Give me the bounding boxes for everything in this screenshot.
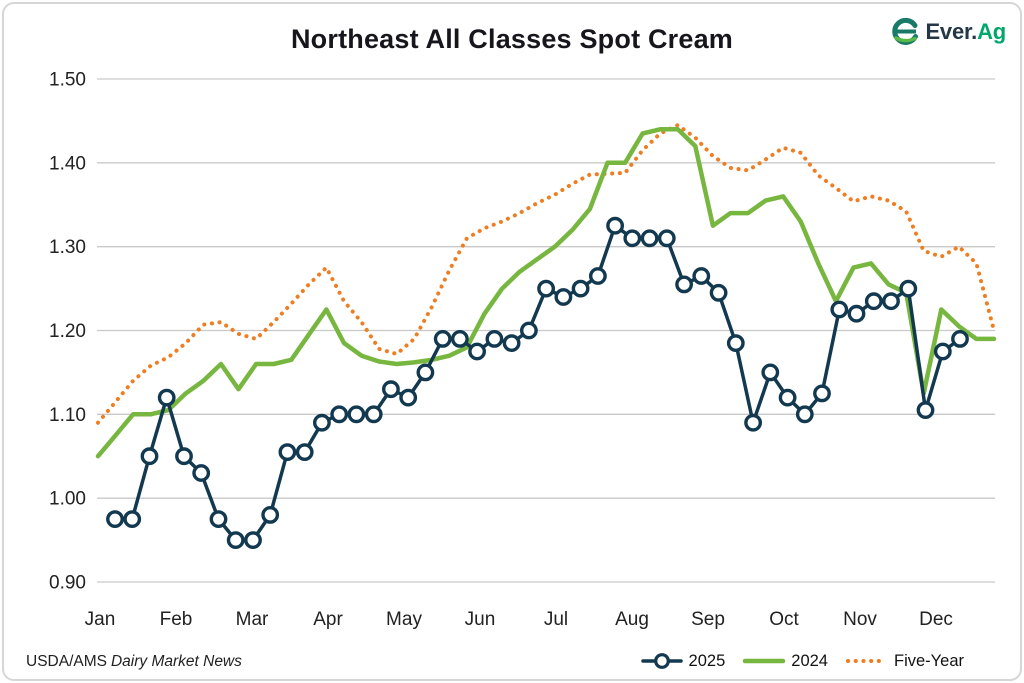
svg-text:Jun: Jun — [465, 609, 496, 630]
svg-text:Dec: Dec — [919, 609, 953, 630]
everag-logo-text: Ever.Ag — [925, 19, 1006, 45]
legend-item-five-year: Five-Year — [845, 651, 964, 671]
legend-item-2024: 2024 — [742, 651, 828, 671]
chart-title: Northeast All Classes Spot Cream — [290, 24, 734, 54]
svg-text:Mar: Mar — [236, 609, 269, 630]
source-note: USDA/AMS Dairy Market News — [26, 653, 242, 671]
svg-text:1.40: 1.40 — [49, 153, 86, 174]
svg-text:0.90: 0.90 — [49, 573, 86, 594]
logo-text-ever: Ever. — [925, 19, 978, 44]
logo-text-ag: Ag — [977, 19, 1006, 44]
everag-logo: Ever.Ag — [890, 17, 1006, 47]
everag-logo-mark — [892, 17, 919, 45]
svg-text:Feb: Feb — [160, 609, 193, 630]
svg-text:1.30: 1.30 — [49, 237, 86, 258]
svg-text:1.00: 1.00 — [49, 489, 86, 510]
svg-text:1.10: 1.10 — [49, 405, 86, 426]
svg-text:Aug: Aug — [615, 609, 649, 630]
legend-label-five-year: Five-Year — [893, 651, 964, 670]
svg-text:1.20: 1.20 — [49, 321, 86, 342]
svg-text:1.50: 1.50 — [49, 70, 86, 91]
legend-item-2025: 2025 — [640, 651, 726, 671]
svg-text:Jan: Jan — [85, 609, 116, 630]
svg-text:May: May — [386, 609, 422, 630]
chart-canvas: 1.50 1.40 1.30 1.20 1.10 1.00 0.90 Jan Feb Mar Apr… — [49, 70, 997, 630]
svg-text:Sep: Sep — [691, 609, 725, 630]
svg-text:Nov: Nov — [843, 609, 877, 630]
legend-label-2024: 2024 — [791, 651, 828, 670]
source-agency: USDA/AMS — [26, 653, 107, 670]
legend-marker-five-year-dotted-icon — [845, 651, 889, 671]
legend-marker-2025-line-circle-icon — [640, 651, 684, 671]
legend-marker-2024-line-icon — [742, 651, 786, 671]
svg-text:Oct: Oct — [769, 609, 799, 630]
svg-text:Jul: Jul — [544, 609, 568, 630]
legend-label-2025: 2025 — [688, 651, 726, 670]
source-publication: Dairy Market News — [110, 653, 242, 670]
chart-legend: 2025 2024 Five-Year — [640, 651, 964, 671]
svg-text:Apr: Apr — [313, 609, 343, 630]
